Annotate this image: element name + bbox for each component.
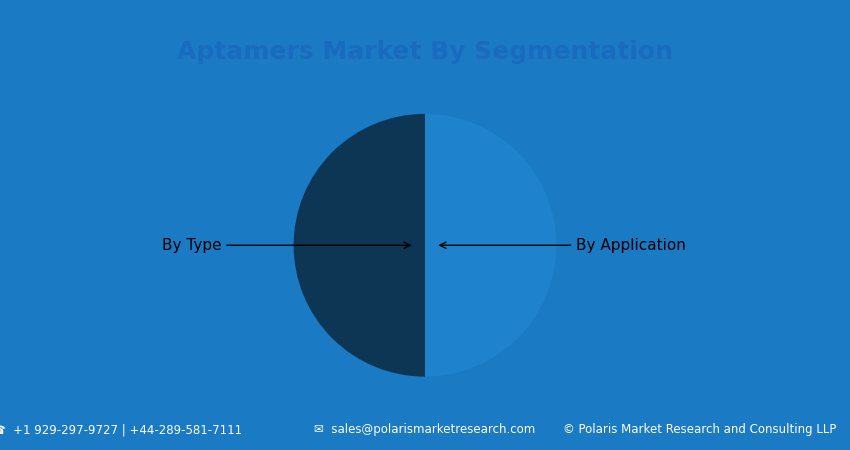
Text: Aptamers Market By Segmentation: Aptamers Market By Segmentation (177, 40, 673, 64)
Wedge shape (293, 114, 425, 377)
Text: © Polaris Market Research and Consulting LLP: © Polaris Market Research and Consulting… (564, 423, 836, 436)
Text: By Application: By Application (439, 238, 686, 253)
Text: ☎  +1 929-297-9727 | +44-289-581-7111: ☎ +1 929-297-9727 | +44-289-581-7111 (0, 423, 242, 436)
Text: ✉  sales@polarismarketresearch.com: ✉ sales@polarismarketresearch.com (314, 423, 536, 436)
Wedge shape (425, 114, 557, 377)
Text: By Type: By Type (162, 238, 411, 253)
